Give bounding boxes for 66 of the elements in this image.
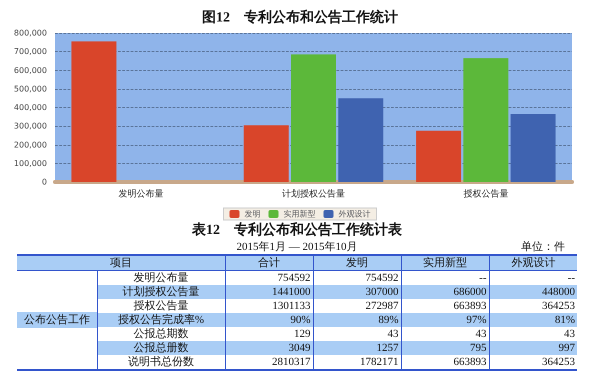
category-label: 授权公告完成率% <box>118 314 204 326</box>
bar <box>463 58 508 182</box>
category-label: 说明书总份数 <box>128 356 194 368</box>
x-tick-label: 发明公布量 <box>118 188 164 200</box>
text: 686000 <box>454 286 486 298</box>
text: 307000 <box>366 286 398 298</box>
text: 997 <box>558 342 575 354</box>
text: 795 <box>470 342 486 354</box>
text: 单位：件 <box>521 240 565 254</box>
category-label: 外观设计 <box>489 255 577 270</box>
bar <box>244 125 289 182</box>
text: 448000 <box>542 286 575 298</box>
x-tick-label: 计划授权公告量 <box>282 188 345 200</box>
y-tick-label: 300,000 <box>14 122 47 131</box>
chart-title: 图12 专利公布和公告工作统计 <box>202 8 398 26</box>
text: 663893 <box>454 356 486 368</box>
y-tick-label: 200,000 <box>14 140 47 150</box>
text: 89% <box>378 314 398 326</box>
text: 90% <box>290 314 310 326</box>
text: 1301133 <box>272 300 310 312</box>
text: 1441000 <box>272 286 310 298</box>
bar <box>510 114 556 182</box>
category-label: 合计 <box>225 255 313 270</box>
category-label: 授权公告量 <box>134 300 188 312</box>
category-label: 公报总期数 <box>134 328 188 340</box>
text: 表12 专利公布和公告工作统计表 <box>191 222 403 240</box>
y-tick-label: 500,000 <box>14 84 47 94</box>
category-label: 发明公布量 <box>134 272 188 284</box>
text: 43 <box>476 328 486 340</box>
category-label: 公报总册数 <box>134 342 188 354</box>
category-label: 实用新型 <box>401 255 489 270</box>
text: 公布公告工作 <box>17 312 96 328</box>
legend-label: 实用新型 <box>284 210 316 218</box>
y-tick-label: 400,000 <box>14 103 47 112</box>
text: -- <box>479 272 486 284</box>
text: 364253 <box>542 300 575 312</box>
x-tick-label: 授权公告量 <box>463 188 508 200</box>
category-label: 发明 <box>313 255 401 270</box>
text: 3049 <box>288 342 310 354</box>
text: 663893 <box>454 300 486 312</box>
text: 1782171 <box>360 356 398 368</box>
text: 81% <box>554 314 575 326</box>
category-label: 计划授权公告量 <box>122 286 200 298</box>
text: 272987 <box>366 300 398 312</box>
bar <box>338 98 384 182</box>
text: 754592 <box>278 272 310 284</box>
text: 1257 <box>376 342 398 354</box>
legend-label: 发明 <box>244 210 260 218</box>
y-tick-label: 0 <box>42 178 47 186</box>
text: 2810317 <box>272 356 310 368</box>
text: 754592 <box>366 272 398 284</box>
text: 364253 <box>542 356 575 368</box>
text: -- <box>568 272 575 284</box>
text: 129 <box>294 328 310 340</box>
text: 43 <box>564 328 575 340</box>
bar <box>291 54 336 182</box>
bar <box>71 41 116 182</box>
text: 97% <box>466 314 486 326</box>
y-tick-label: 100,000 <box>14 158 47 168</box>
y-tick-label: 800,000 <box>14 28 47 38</box>
text: 2015年1月 — 2015年10月 <box>236 241 358 253</box>
bar <box>416 130 462 182</box>
y-tick-label: 600,000 <box>14 66 47 75</box>
y-tick-label: 700,000 <box>14 47 47 56</box>
text: 43 <box>388 328 398 340</box>
legend-label: 外观设计 <box>338 210 370 218</box>
